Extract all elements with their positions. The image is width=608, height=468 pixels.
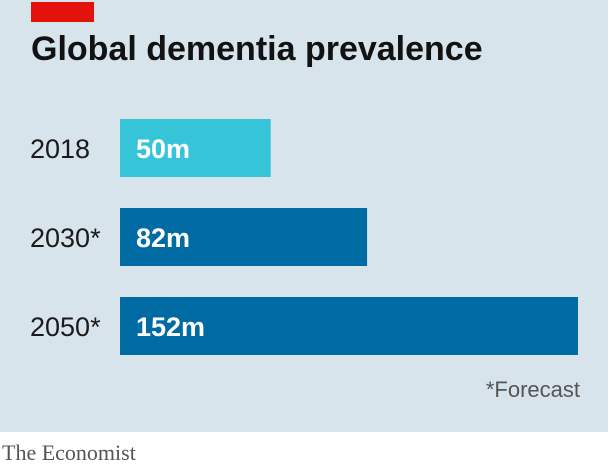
value-label-1: 82m <box>136 223 190 253</box>
category-label-1: 2030* <box>30 223 101 253</box>
category-label-2: 2050* <box>30 312 101 342</box>
category-label-0: 2018 <box>30 134 90 164</box>
value-label-0: 50m <box>136 134 190 164</box>
source-brand: The Economist <box>2 440 136 465</box>
bar-1 <box>120 208 368 266</box>
bar-0 <box>120 119 271 177</box>
brand-red-tag <box>31 2 94 22</box>
bar-2 <box>120 297 578 355</box>
bar-chart: 2018 50m 2030* 82m 2050* 152m <box>30 119 578 355</box>
footnote: *Forecast <box>485 377 580 402</box>
chart-title: Global dementia prevalence <box>31 30 483 68</box>
value-label-2: 152m <box>136 312 205 342</box>
